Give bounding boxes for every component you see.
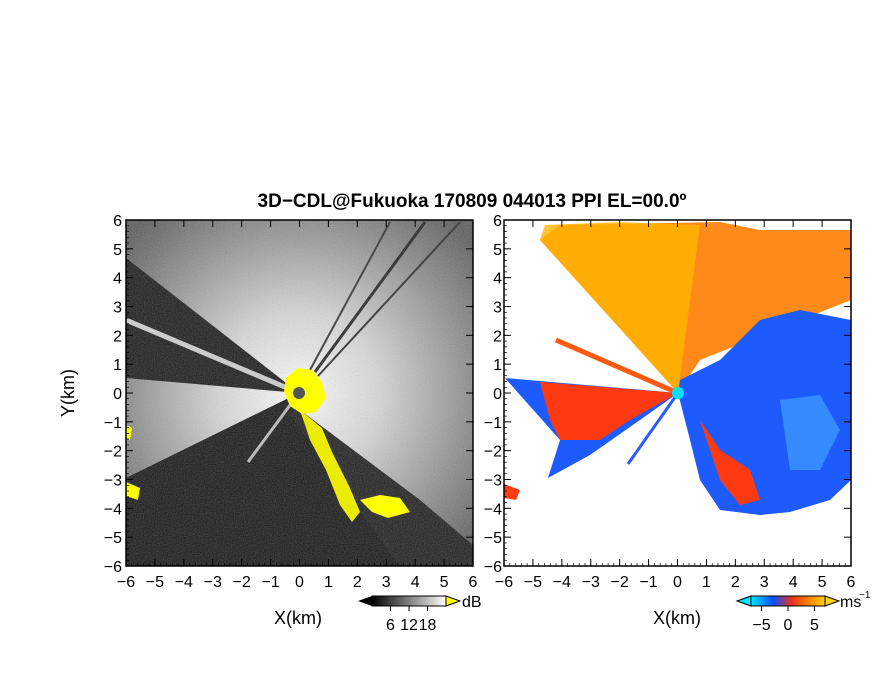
velocity-colorbar-unit: ms (840, 594, 861, 611)
right-aliased-patch-south (700, 420, 760, 505)
colorbar-tick-label: 0 (784, 617, 793, 634)
x-tick-label: 5 (440, 574, 449, 591)
velocity-colorbar-low-arrow (735, 595, 752, 607)
y-tick-label: −5 (484, 530, 502, 547)
y-tick-label: −1 (104, 415, 122, 432)
left-overflow-edge (300, 410, 360, 522)
y-tick-label: −3 (484, 473, 502, 490)
y-tick-label: −2 (104, 444, 122, 461)
x-tick-label: −5 (524, 574, 542, 591)
x-tick-label: −6 (495, 574, 513, 591)
x-tick-label: −1 (261, 574, 279, 591)
y-tick-label: −6 (104, 559, 122, 576)
right-plot-area (504, 220, 851, 566)
left-plot-area (126, 220, 473, 566)
x-tick-label: 3 (760, 574, 769, 591)
left-overflow-core (284, 368, 326, 414)
chart-title: 3D−CDL@Fukuoka 170809 044013 PPI EL=00.0… (258, 191, 687, 212)
y-tick-label: 0 (113, 386, 122, 403)
right-receding-outer (540, 222, 700, 393)
y-tick-label: 4 (113, 271, 122, 288)
velocity-colorbar: −5 0 5 ms −1 (735, 590, 871, 634)
x-tick-label: 6 (847, 574, 856, 591)
x-tick-label: −2 (233, 574, 251, 591)
y-tick-label: −5 (104, 530, 122, 547)
right-x-axis-label: X(km) (653, 608, 701, 628)
db-colorbar-ticks: 6 12 18 (386, 606, 437, 634)
colorbar-tick-label: −5 (752, 617, 770, 634)
left-overflow-west (126, 482, 140, 500)
right-beam-streak (555, 337, 679, 396)
y-tick-label: 5 (493, 242, 502, 259)
x-tick-label: 2 (731, 574, 740, 591)
y-tick-label: 4 (493, 271, 502, 288)
x-tick-label: 1 (324, 574, 333, 591)
right-aliased-patch-west (540, 382, 678, 440)
x-tick-label: −4 (553, 574, 571, 591)
y-tick-label: 1 (493, 357, 502, 374)
x-tick-label: 0 (673, 574, 682, 591)
y-tick-label: −4 (484, 501, 502, 518)
y-tick-label: 1 (113, 357, 122, 374)
left-lidar-site (293, 387, 305, 399)
db-colorbar-underflow-arrow (358, 596, 372, 606)
left-overflow-south (360, 495, 410, 518)
x-tick-label: 2 (353, 574, 362, 591)
x-tick-label: −3 (582, 574, 600, 591)
y-tick-label: −2 (484, 444, 502, 461)
x-tick-label: 1 (702, 574, 711, 591)
y-tick-label: 0 (493, 386, 502, 403)
x-tick-label: 0 (295, 574, 304, 591)
colorbar-tick-label: 18 (419, 617, 437, 634)
left-y-axis-label: Y(km) (58, 369, 78, 417)
y-tick-label: 5 (113, 242, 122, 259)
right-patch-far-west (504, 484, 520, 500)
db-colorbar-unit: dB (462, 594, 482, 611)
db-colorbar-overflow-arrow (445, 595, 462, 607)
left-overflow-west-2 (126, 425, 132, 440)
x-tick-label: −1 (639, 574, 657, 591)
y-tick-label: 2 (113, 328, 122, 345)
db-colorbar: 6 12 18 dB (358, 594, 482, 634)
x-tick-label: −3 (204, 574, 222, 591)
x-tick-label: 3 (382, 574, 391, 591)
x-tick-label: 5 (818, 574, 827, 591)
velocity-colorbar-unit-exponent: −1 (859, 590, 871, 601)
right-lidar-site (672, 387, 684, 399)
right-axis-ticks: −6 −5 −4 −3 −2 −1 0 1 2 3 4 5 6 6 5 4 3 2 1 0 −1 −2 −3 −4 −5 −6 (484, 213, 856, 591)
colorbar-tick-label: 12 (400, 617, 418, 634)
x-tick-label: −4 (175, 574, 193, 591)
x-tick-label: −6 (117, 574, 135, 591)
left-panel: −6 −5 −4 −3 −2 −1 0 1 2 3 4 5 6 6 5 4 3 2 1 0 −1 −2 −3 −4 −5 −6 X… (58, 213, 478, 628)
y-tick-label: 6 (493, 213, 502, 230)
y-tick-label: 3 (113, 300, 122, 317)
right-beam-streak-south (626, 392, 680, 465)
right-approaching-core (780, 395, 840, 470)
db-colorbar-bar (371, 595, 447, 607)
velocity-colorbar-bar (750, 595, 826, 607)
velocity-colorbar-ticks: −5 0 5 (752, 606, 819, 634)
x-tick-label: 6 (469, 574, 478, 591)
right-panel: −6 −5 −4 −3 −2 −1 0 1 2 3 4 5 6 6 5 4 3 2 1 0 −1 −2 −3 −4 −5 −6 X… (484, 213, 856, 628)
y-tick-label: 3 (493, 300, 502, 317)
velocity-colorbar-high-arrow (824, 595, 841, 607)
x-tick-label: 4 (411, 574, 420, 591)
left-x-axis-label: X(km) (274, 608, 322, 628)
y-tick-label: 2 (493, 328, 502, 345)
colorbar-tick-label: 6 (386, 617, 395, 634)
colorbar-tick-label: 5 (810, 617, 819, 634)
y-tick-label: −3 (104, 473, 122, 490)
y-tick-label: 6 (113, 213, 122, 230)
left-axis-ticks: −6 −5 −4 −3 −2 −1 0 1 2 3 4 5 6 6 5 4 3 2 1 0 −1 −2 −3 −4 −5 −6 (104, 213, 478, 591)
y-tick-label: −6 (484, 559, 502, 576)
x-tick-label: 4 (789, 574, 798, 591)
y-tick-label: −1 (484, 415, 502, 432)
y-tick-label: −4 (104, 501, 122, 518)
x-tick-label: −5 (146, 574, 164, 591)
x-tick-label: −2 (611, 574, 629, 591)
